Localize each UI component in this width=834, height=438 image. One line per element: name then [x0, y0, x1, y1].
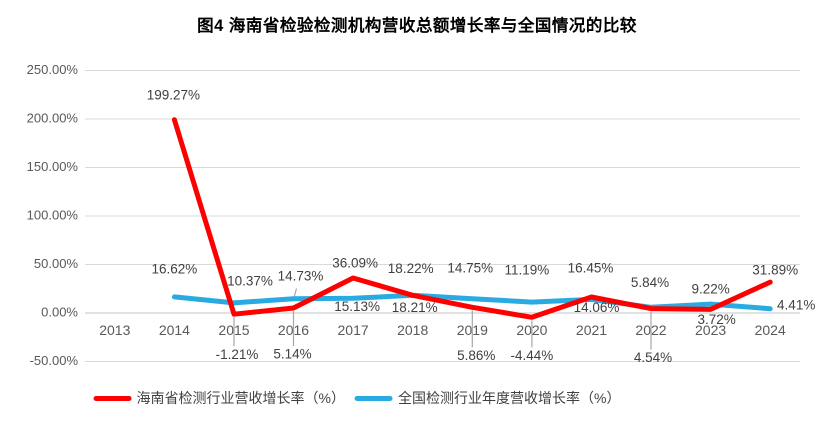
data-label-hainan: 36.09% — [332, 256, 378, 271]
data-label-hainan: 4.54% — [634, 350, 672, 365]
series-line-hainan — [171, 117, 773, 320]
data-label-hainan: 16.45% — [568, 261, 614, 276]
y-tick-label: 100.00% — [27, 207, 79, 222]
x-tick-label: 2018 — [397, 322, 428, 338]
legend-label-national: 全国检测行业年度营收增长率（%） — [398, 390, 621, 406]
data-label-national: 11.19% — [505, 263, 550, 278]
data-label-national: 14.75% — [447, 260, 493, 275]
data-label-hainan: 5.86% — [457, 348, 495, 363]
series-line-national — [171, 292, 773, 312]
data-label-national: 9.22% — [691, 282, 729, 297]
data-label-national: 4.41% — [777, 297, 815, 312]
y-tick-label: -50.00% — [30, 353, 79, 368]
data-label-national: 18.21% — [392, 300, 438, 315]
chart-legend: 海南省检测行业营收增长率（%） 全国检测行业年度营收增长率（%） — [93, 388, 620, 408]
data-label-hainan: -1.21% — [216, 347, 259, 362]
y-tick-label: 250.00% — [27, 62, 79, 77]
legend-swatch-national — [355, 395, 393, 401]
legend-label-hainan: 海南省检测行业营收增长率（%） — [136, 390, 345, 406]
y-tick-label: 0.00% — [41, 304, 78, 319]
y-tick-label: 200.00% — [27, 110, 79, 125]
legend-item-national: 全国检测行业年度营收增长率（%） — [355, 388, 620, 408]
x-tick-label: 2014 — [159, 322, 190, 338]
x-tick-label: 2013 — [99, 322, 130, 338]
legend-swatch-hainan — [93, 395, 132, 401]
legend-item-hainan: 海南省检测行业营收增长率（%） — [93, 388, 345, 408]
y-tick-label: 150.00% — [27, 159, 79, 174]
x-tick-label: 2017 — [338, 322, 369, 338]
data-label-national: 5.84% — [631, 275, 669, 290]
x-tick-label: 2023 — [695, 322, 726, 338]
chart-title: 图4 海南省检验检测机构营收总额增长率与全国情况的比较 — [197, 17, 637, 35]
data-label-hainan: 5.14% — [273, 347, 311, 362]
data-label-hainan: 31.89% — [752, 263, 798, 278]
data-label-national: 16.62% — [152, 261, 198, 276]
data-label-hainan: -4.44% — [511, 348, 554, 363]
data-label-national: 14.73% — [278, 268, 324, 283]
x-tick-label: 2021 — [576, 322, 607, 338]
x-tick-label: 2024 — [755, 322, 786, 338]
data-label-national: 14.06% — [574, 300, 620, 315]
data-label-hainan: 3.72% — [697, 312, 735, 327]
data-label-national: 15.13% — [334, 299, 380, 314]
data-label-national: 10.37% — [227, 273, 273, 288]
data-label-hainan: 18.22% — [388, 261, 434, 276]
leader-line — [293, 288, 298, 298]
data-label-hainan: 199.27% — [147, 87, 200, 102]
y-tick-label: 50.00% — [34, 256, 79, 271]
